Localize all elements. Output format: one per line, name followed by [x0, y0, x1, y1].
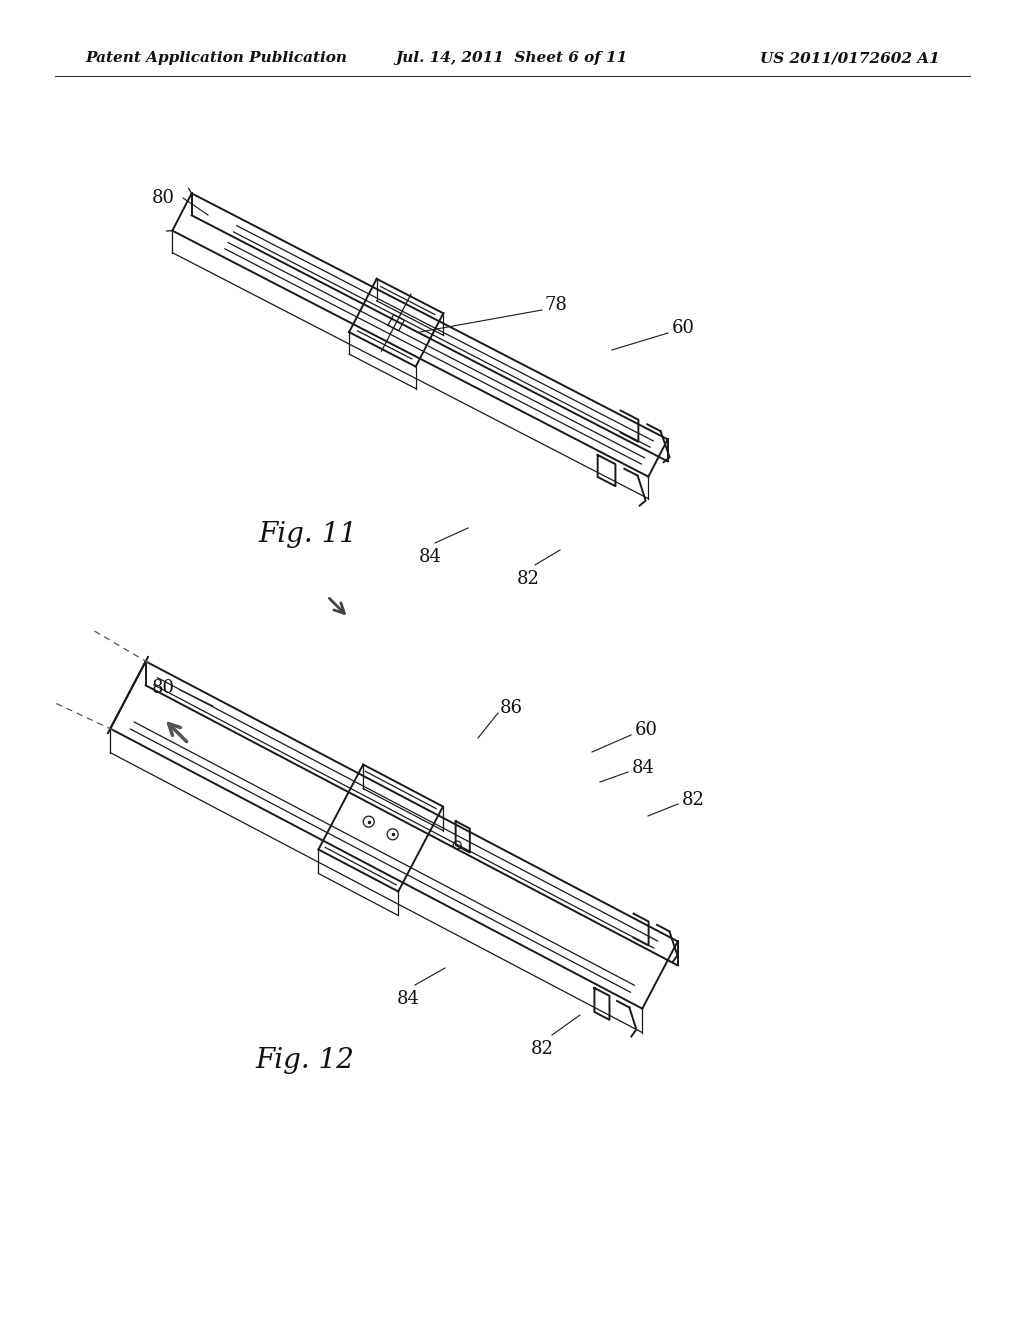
Text: 84: 84	[396, 990, 420, 1008]
Text: 82: 82	[530, 1040, 553, 1059]
Text: 78: 78	[545, 296, 568, 314]
Text: 60: 60	[672, 319, 695, 337]
Text: 86: 86	[500, 700, 523, 717]
Text: Fig. 11: Fig. 11	[259, 521, 357, 549]
Text: 84: 84	[419, 548, 441, 566]
Text: 80: 80	[152, 678, 175, 697]
Text: Jul. 14, 2011  Sheet 6 of 11: Jul. 14, 2011 Sheet 6 of 11	[396, 51, 628, 65]
Text: 84: 84	[632, 759, 655, 777]
Text: Patent Application Publication: Patent Application Publication	[85, 51, 347, 65]
Text: 82: 82	[682, 791, 705, 809]
Text: US 2011/0172602 A1: US 2011/0172602 A1	[760, 51, 940, 65]
Text: Fig. 12: Fig. 12	[256, 1047, 354, 1073]
Text: 82: 82	[516, 570, 540, 587]
Text: 60: 60	[635, 721, 658, 739]
Text: 80: 80	[152, 189, 175, 207]
